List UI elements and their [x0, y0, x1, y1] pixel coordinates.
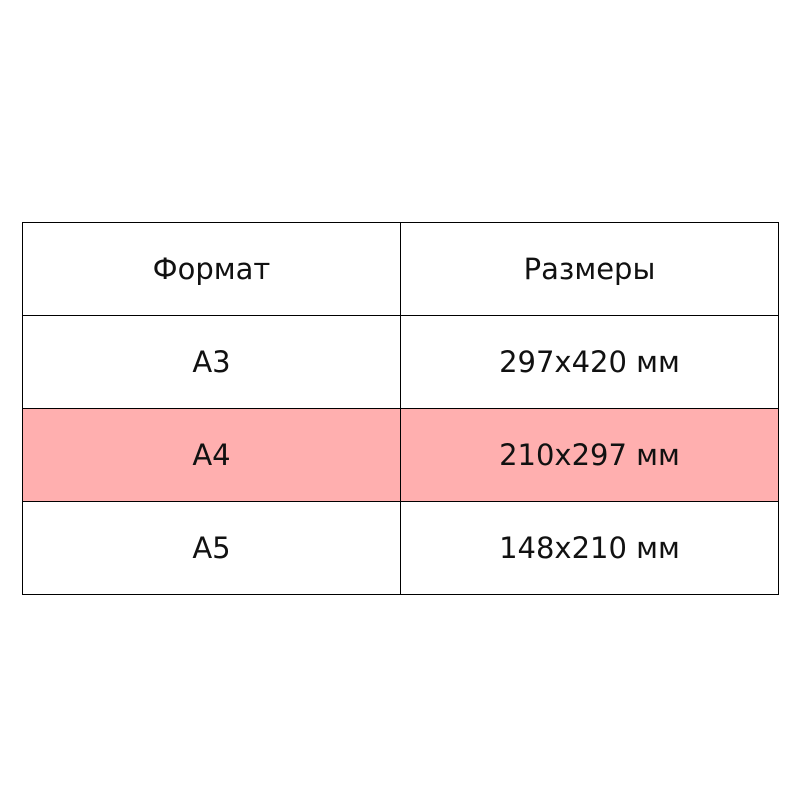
format-cell: A3 [22, 315, 401, 409]
dimensions-cell: 297x420 мм [400, 315, 779, 409]
table-row-highlighted: A4 210x297 мм [22, 408, 779, 502]
header-format: Формат [22, 222, 401, 316]
dimensions-cell: 210x297 мм [400, 408, 779, 502]
table-row: A5 148x210 мм [22, 501, 779, 595]
dimensions-cell: 148x210 мм [400, 501, 779, 595]
table-row: A3 297x420 мм [22, 315, 779, 409]
format-cell: A5 [22, 501, 401, 595]
header-dimensions: Размеры [400, 222, 779, 316]
format-cell: A4 [22, 408, 401, 502]
paper-format-table: Формат Размеры A3 297x420 мм A4 210x297 … [22, 222, 779, 595]
header-row: Формат Размеры [22, 222, 779, 316]
